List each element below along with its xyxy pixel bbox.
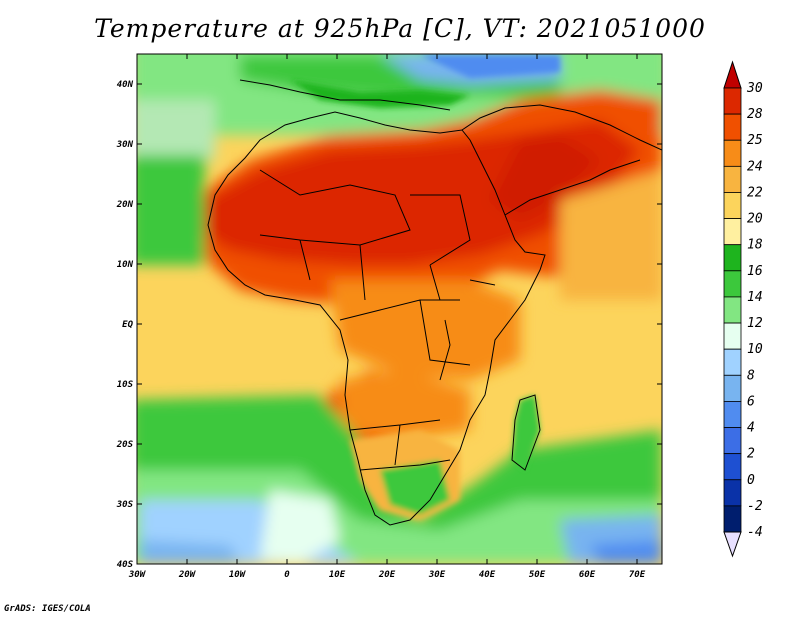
lon-tick-label: 50E: [529, 570, 546, 580]
chart-title: Temperature at 925hPa [C], VT: 202105100…: [94, 14, 706, 43]
colorbar-swatch: [723, 113, 742, 141]
colorbar-swatch: [723, 296, 742, 324]
lat-tick-label: 20S: [116, 440, 134, 450]
colorbar-label: 25: [747, 133, 763, 148]
colorbar-label: 24: [747, 159, 763, 174]
colorbar-label: 4: [747, 421, 755, 436]
lon-tick-label: 20W: [178, 570, 197, 580]
colorbar-swatch: [723, 87, 742, 115]
colorbar-swatch: [723, 479, 742, 507]
lon-tick-label: 0: [284, 570, 290, 580]
lat-tick-label: 20N: [116, 200, 134, 210]
colorbar-swatch: [723, 348, 742, 376]
lat-tick-label: EQ: [122, 320, 133, 330]
colorbar-swatch: [723, 322, 742, 350]
colorbar-swatch: [723, 244, 742, 272]
lon-tick-label: 30W: [128, 570, 147, 580]
colorbar-swatch: [723, 505, 742, 533]
colorbar-swatch: [723, 270, 742, 298]
colorbar-label: -4: [747, 525, 763, 540]
lat-tick-label: 10S: [117, 380, 134, 390]
colorbar-swatch: [723, 374, 742, 402]
lon-tick-label: 70E: [629, 570, 646, 580]
colorbar-swatch: [723, 218, 742, 246]
colorbar-swatch: [723, 139, 742, 167]
colorbar-label: 8: [747, 368, 755, 383]
colorbar-label: 22: [747, 185, 763, 200]
colorbar-label: 10: [747, 342, 763, 357]
lon-tick-label: 10E: [329, 570, 346, 580]
lon-tick-label: 20E: [378, 570, 396, 580]
lon-tick-label: 30E: [428, 570, 446, 580]
map-frame: [136, 53, 663, 565]
colorbar-label: 12: [747, 316, 763, 331]
colorbar-label: 0: [747, 473, 755, 488]
lat-tick-label: 40N: [117, 80, 134, 90]
colorbar-swatch: [723, 453, 742, 481]
colorbar-label: 18: [747, 238, 763, 253]
lat-tick-label: 40S: [117, 560, 134, 570]
coastlines: [207, 79, 662, 526]
colorbar-top-arrow: [723, 60, 742, 89]
grads-credit: GrADS: IGES/COLA: [4, 604, 91, 614]
colorbar-label: 2: [747, 447, 755, 462]
colorbar-label: 6: [747, 394, 755, 409]
colorbar-label: 16: [747, 264, 763, 279]
lon-tick-label: 10W: [229, 570, 247, 580]
latitude-ticks: 40N 30N 20N 10N EQ 10S 20S 30S 40S: [116, 80, 662, 570]
lon-tick-label: 60E: [579, 570, 596, 580]
colorbar-swatch: [723, 192, 742, 219]
colorbar-label: 30: [746, 81, 763, 96]
lat-tick-label: 10N: [117, 260, 134, 270]
colorbar-label: 20: [747, 212, 763, 227]
lon-tick-label: 40E: [479, 570, 496, 580]
colorbar-swatch: [723, 165, 742, 193]
lat-tick-label: 30S: [116, 500, 134, 510]
colorbar-bottom-arrow: [723, 531, 742, 558]
colorbar-label: 14: [747, 290, 763, 305]
lat-tick-label: 30N: [116, 140, 134, 150]
colorbar-swatch: [723, 401, 742, 428]
colorbar-swatch: [723, 427, 742, 455]
colorbar-label: 28: [747, 107, 763, 122]
longitude-ticks: 30W 20W 10W 0 10E 20E 30E 40E 50E 60E 70E: [128, 54, 646, 580]
temperature-field: [137, 54, 662, 564]
colorbar-label: -2: [747, 499, 763, 514]
